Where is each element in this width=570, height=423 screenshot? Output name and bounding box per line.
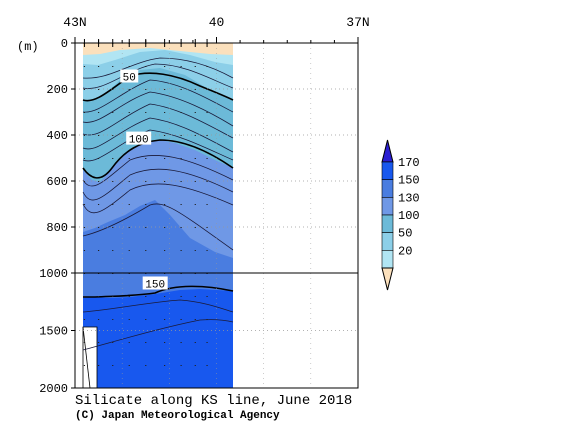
colorbar-label: 100: [398, 209, 420, 223]
contour-label: 50: [123, 73, 136, 85]
y-axis-label: (m): [17, 40, 39, 54]
x-tick-label: 37N: [346, 15, 369, 30]
contour-lines: [82, 57, 234, 351]
seafloor-edge: [82, 326, 91, 388]
y-axis: 0 200 400 600 800 1000 1500 2000: [39, 37, 75, 396]
silicate-section-fill: [82, 43, 234, 388]
y-tick-label: 1500: [39, 325, 68, 339]
contour-50: [82, 72, 234, 102]
x-axis: 43N 40 37N: [63, 15, 370, 43]
colorbar-min-triangle: [381, 267, 394, 291]
y-tick-label: 1000: [39, 267, 68, 281]
y-tick-label: 800: [46, 221, 68, 235]
seafloor: [82, 326, 98, 388]
y-tick-label: 200: [46, 83, 68, 97]
y-tick-label: 0: [61, 37, 68, 51]
contour-labels: 50 100 150: [120, 69, 168, 292]
chart-title: Silicate along KS line, June 2018: [75, 393, 352, 409]
colorbar-swatch: [381, 214, 394, 233]
colorbar-swatch: [381, 232, 394, 251]
colorbar-label: 50: [398, 227, 412, 241]
y-tick-label: 600: [46, 175, 68, 189]
y-tick-label: 2000: [39, 382, 68, 396]
colorbar-label: 20: [398, 244, 412, 258]
colorbar-label: 150: [398, 174, 420, 188]
contour-label-bg: [126, 131, 152, 145]
colorbar-swatch: [381, 250, 394, 269]
contour-label-bg: [142, 276, 168, 290]
colorbar-max-triangle: [381, 139, 394, 163]
y-tick-label: 400: [46, 129, 68, 143]
colorbar-swatch: [381, 161, 394, 180]
contour-150: [83, 285, 234, 298]
contour-label: 100: [129, 135, 149, 147]
colorbar-label: 170: [398, 156, 420, 170]
contour-label-bg: [120, 69, 139, 83]
credit-text: (C) Japan Meteorological Agency: [75, 410, 280, 422]
contour-label: 150: [145, 280, 165, 292]
colorbar-swatch: [381, 197, 394, 216]
major-contours: [82, 72, 234, 298]
colorbar-swatch: [381, 179, 394, 198]
contour-100: [82, 139, 234, 179]
colorbar-label: 130: [398, 191, 420, 205]
colorbar: 170 150 130 100 50 20: [381, 139, 420, 291]
x-tick-label: 40: [209, 15, 225, 30]
x-tick-label: 43N: [63, 15, 86, 30]
